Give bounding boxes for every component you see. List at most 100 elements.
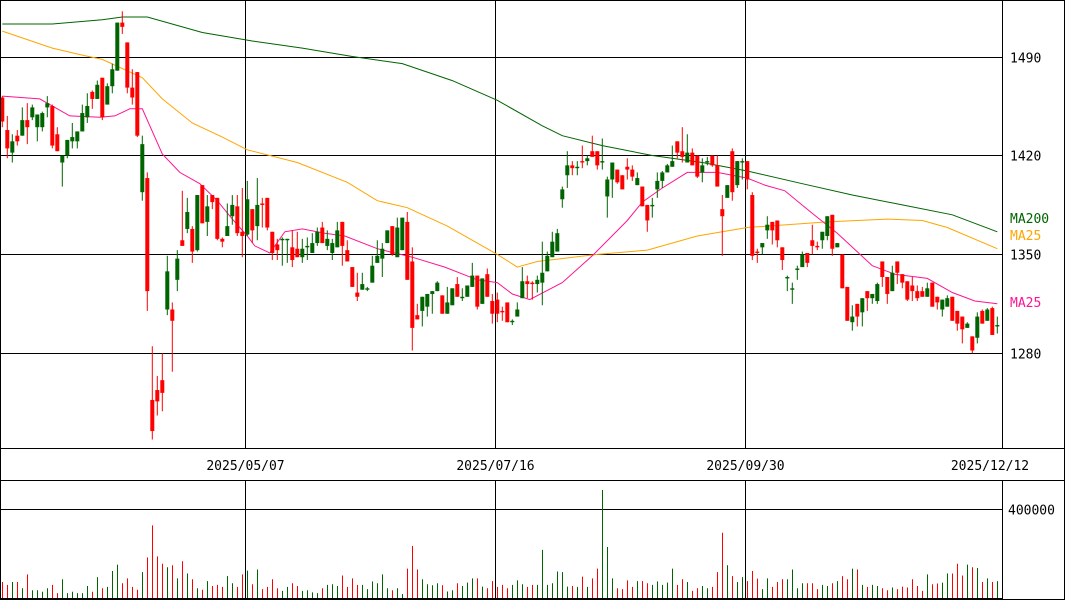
candle-body <box>940 299 945 310</box>
candle-body <box>235 206 240 234</box>
candle <box>670 145 675 167</box>
candle <box>565 151 570 188</box>
candle <box>505 302 510 323</box>
candle-body <box>100 77 105 118</box>
candle-body <box>665 165 670 173</box>
candle-body <box>345 250 350 262</box>
candle-body <box>485 274 490 297</box>
candle <box>775 220 780 248</box>
candle <box>50 104 55 149</box>
candle-body <box>985 309 990 321</box>
candle <box>25 103 30 145</box>
candle <box>705 156 710 166</box>
candle-body <box>575 166 580 169</box>
candle <box>280 237 285 266</box>
candle <box>755 248 760 263</box>
candle-body <box>250 209 255 231</box>
candle-body <box>640 186 645 207</box>
candle-body <box>900 274 905 283</box>
candle <box>315 227 320 246</box>
candle-body <box>365 288 370 290</box>
candle-body <box>590 151 595 157</box>
candle <box>160 353 165 412</box>
candle-body <box>535 279 540 285</box>
candle-body <box>65 139 70 156</box>
candle-body <box>30 107 35 118</box>
candle <box>425 293 430 317</box>
candle-body <box>325 238 330 246</box>
candle-body <box>970 336 975 351</box>
candle <box>490 293 495 324</box>
candle-body <box>980 310 985 324</box>
candle-body <box>910 285 915 292</box>
candle <box>805 252 810 268</box>
candle <box>860 298 865 327</box>
price-tick-label: 1420 <box>1010 150 1041 165</box>
candle <box>455 276 460 297</box>
candle-body <box>735 161 740 186</box>
candle-body <box>490 301 495 314</box>
candle-body <box>220 238 225 242</box>
candle-body <box>870 293 875 299</box>
candle-body <box>825 216 830 237</box>
candle-body <box>875 284 880 302</box>
candle <box>610 162 615 198</box>
candle-body <box>610 162 615 180</box>
candle <box>245 180 250 237</box>
candle <box>575 161 580 176</box>
candle-body <box>340 221 345 246</box>
candle-body <box>925 288 930 297</box>
candle-body <box>110 69 115 87</box>
candle <box>350 267 355 287</box>
candle <box>165 255 170 316</box>
candle-body <box>305 245 310 248</box>
candle-body <box>205 206 210 222</box>
candle <box>735 161 740 188</box>
candle <box>760 243 765 255</box>
candle-body <box>955 310 960 324</box>
candle <box>980 309 985 324</box>
candle <box>920 286 925 297</box>
candle <box>685 134 690 163</box>
candle <box>155 375 160 416</box>
candle-body <box>160 380 165 393</box>
candle-body <box>240 231 245 237</box>
candle <box>800 251 805 268</box>
candle-body <box>550 241 555 258</box>
candle-body <box>105 86 110 105</box>
candle <box>325 230 330 251</box>
candle <box>260 197 265 228</box>
candle <box>880 261 885 287</box>
candle <box>430 291 435 314</box>
candle-body <box>965 323 970 328</box>
candle-body <box>995 325 1000 327</box>
candle <box>820 231 825 249</box>
candle <box>30 104 35 121</box>
candle-body <box>380 248 385 259</box>
candle <box>660 171 665 188</box>
candle <box>60 155 65 187</box>
candle <box>125 42 130 94</box>
candle <box>100 77 105 121</box>
axis-labels: 1490 1420 1350 1280 400000 2025/05/07 2025/07/… <box>206 52 1055 519</box>
candle <box>90 90 95 109</box>
candle-body <box>505 302 510 323</box>
candle <box>665 163 670 173</box>
candle-body <box>830 214 835 249</box>
candle <box>170 302 175 372</box>
candle-body <box>55 134 60 152</box>
candle <box>120 11 125 34</box>
candle-body <box>780 247 785 261</box>
candle-body <box>715 165 720 187</box>
candle <box>965 322 970 328</box>
candle-body <box>960 316 965 330</box>
candle <box>785 275 790 292</box>
candle-body <box>565 165 570 176</box>
candle <box>690 148 695 166</box>
candle-body <box>810 240 815 246</box>
candle <box>400 217 405 251</box>
candle-body <box>215 197 220 239</box>
candle-body <box>930 282 935 307</box>
candle-body <box>450 288 455 306</box>
candle <box>815 241 820 251</box>
